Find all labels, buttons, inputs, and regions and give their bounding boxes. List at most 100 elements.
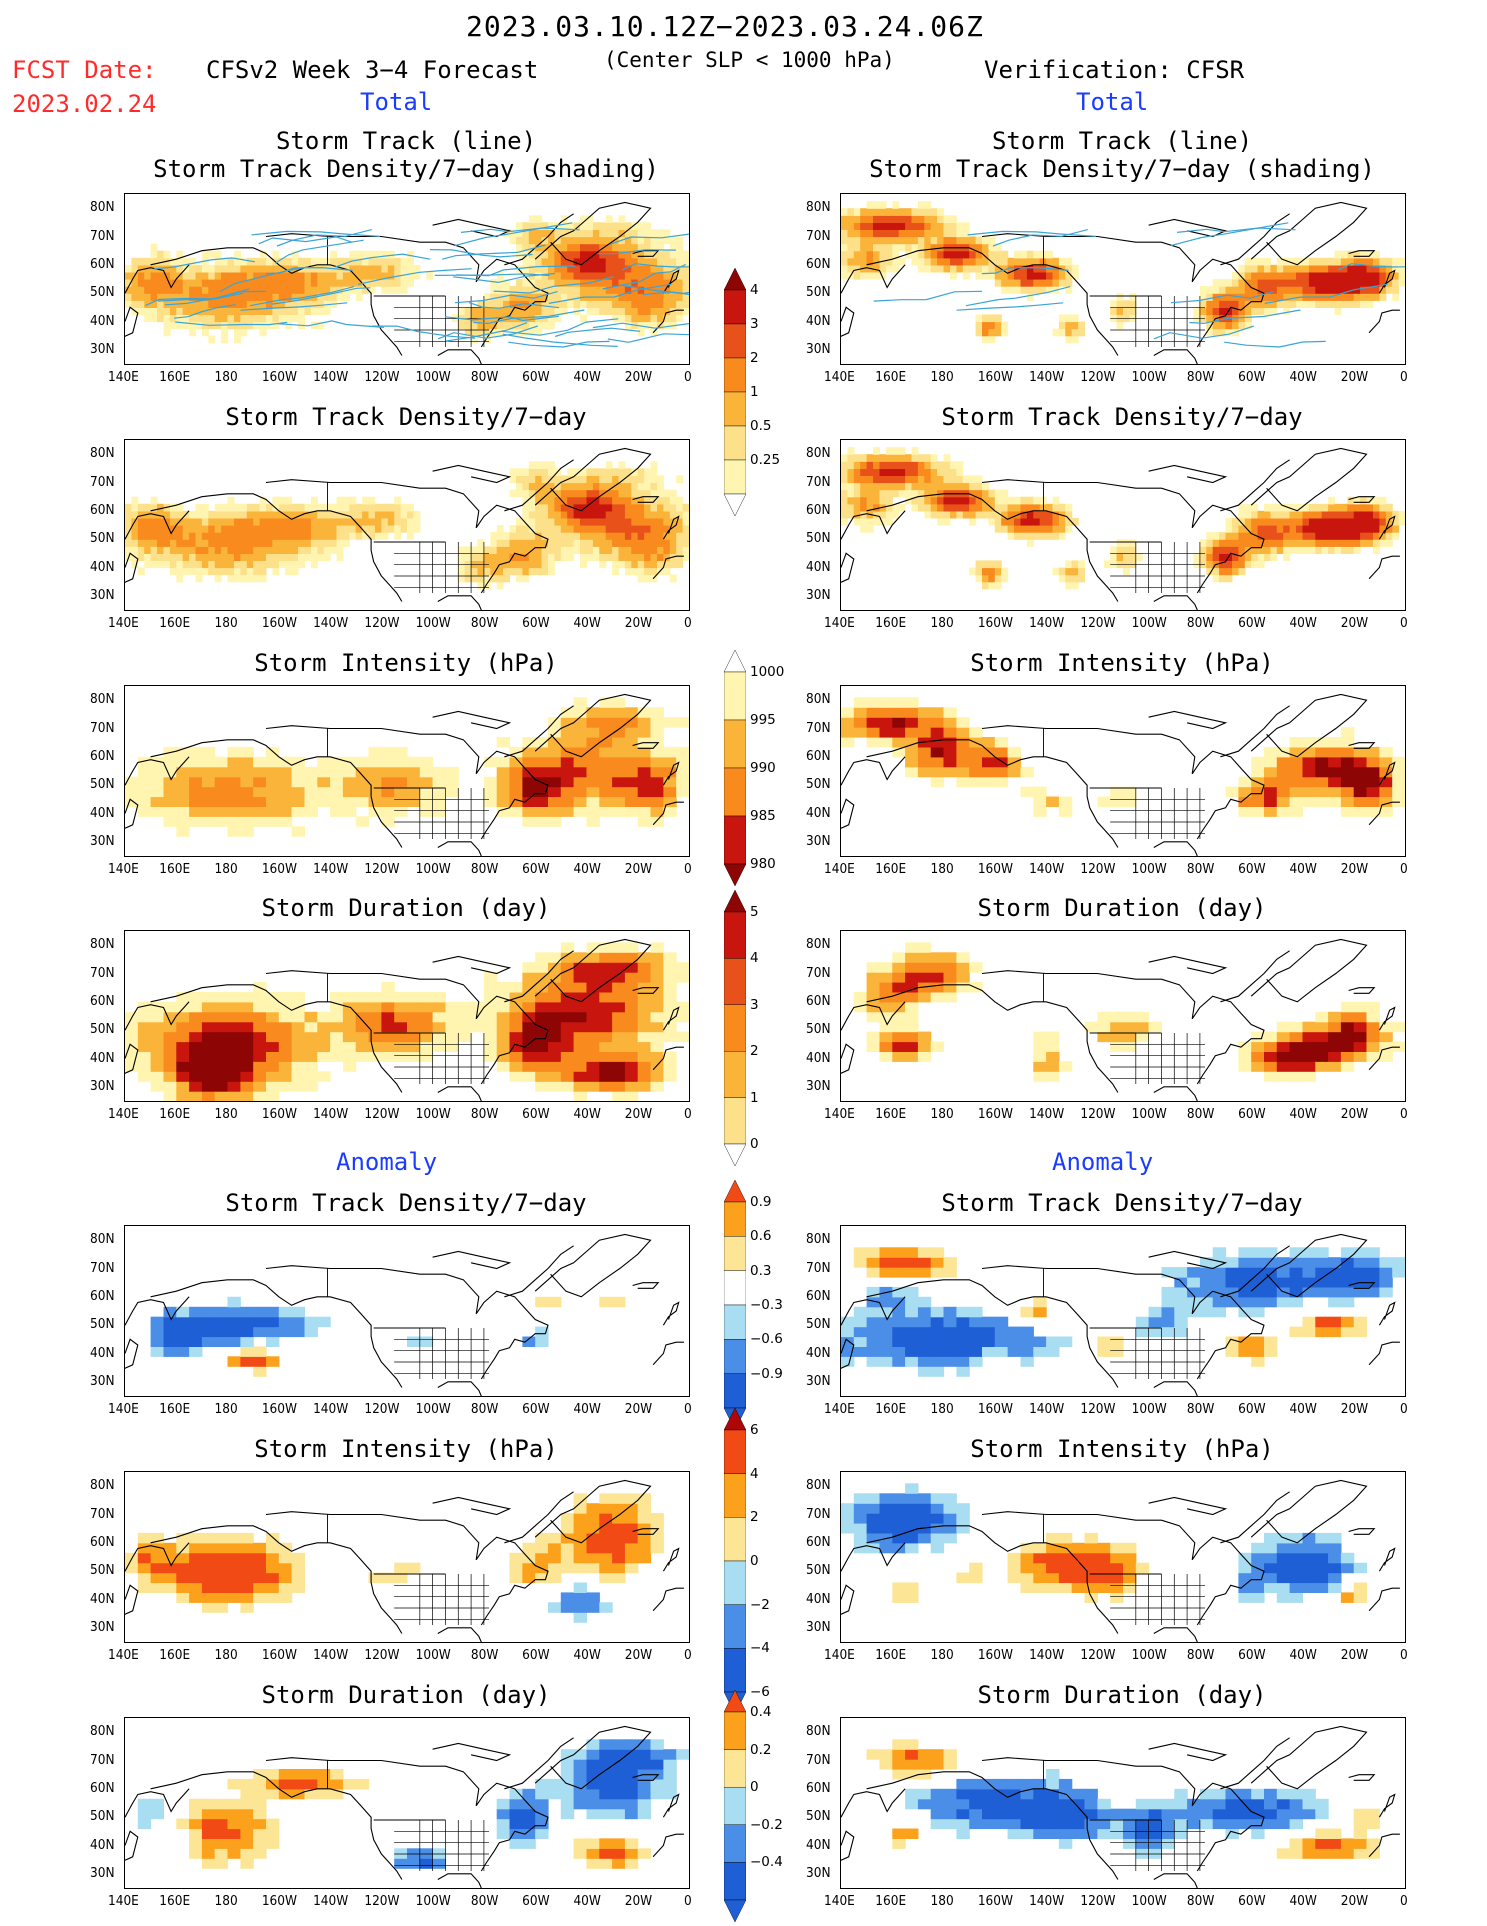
lat-tick-label: 60N [90,256,115,272]
lat-tick-label: 70N [90,1752,115,1768]
colorbar-label: 0.9 [750,1194,771,1210]
total-label-left: Total [360,88,432,116]
lon-tick-label: 80W [1187,1647,1214,1663]
map-canvas [841,1472,1405,1642]
lat-tick-label: 50N [806,1316,831,1332]
colorbar-label: −0.4 [750,1854,783,1870]
lon-tick-label: 120W [1080,1401,1115,1417]
lon-tick-label: 180 [215,1647,238,1663]
panel-title: Storm Track Density/7−day (shading) [124,155,688,183]
lat-tick-label: 30N [90,1373,115,1389]
lon-tick-label: 160E [159,1106,190,1122]
colorbar-label: −0.9 [750,1366,783,1382]
lon-tick-label: 20W [625,1401,652,1417]
lon-tick-label: 160E [875,615,906,631]
lon-tick-label: 120W [1080,615,1115,631]
map-verification-anomI-5 [840,1471,1406,1643]
lon-tick-label: 160E [875,861,906,877]
lon-tick-label: 20W [1341,615,1368,631]
lat-tick-label: 80N [806,691,831,707]
panel-title: Storm Intensity (hPa) [124,649,688,677]
lat-tick-label: 30N [90,833,115,849]
lat-tick-label: 30N [90,587,115,603]
lon-tick-label: 20W [625,1106,652,1122]
lon-tick-label: 160E [159,1893,190,1909]
lon-tick-label: 80W [1187,369,1214,385]
lat-tick-label: 80N [806,1723,831,1739]
map-verification-density-1 [840,439,1406,611]
lon-tick-label: 0 [1400,369,1408,385]
lat-tick-label: 40N [806,1837,831,1853]
lon-tick-label: 120W [364,1893,399,1909]
lon-tick-label: 120W [1080,1106,1115,1122]
map-canvas [841,686,1405,856]
panel-title: Storm Track Density/7−day (shading) [840,155,1404,183]
lat-tick-label: 80N [90,445,115,461]
lat-tick-label: 40N [806,559,831,575]
colorbar-label: −4 [750,1640,770,1656]
lon-tick-label: 140W [1029,369,1064,385]
lon-tick-label: 20W [1341,1647,1368,1663]
lon-tick-label: 100W [1132,615,1167,631]
colorbar-label: 990 [750,760,776,776]
lon-tick-label: 20W [625,369,652,385]
lon-tick-label: 80W [1187,1401,1214,1417]
lon-tick-label: 0 [1400,1401,1408,1417]
lat-tick-label: 60N [806,1534,831,1550]
colorbar-label: 2 [750,1509,759,1525]
lat-tick-label: 40N [806,313,831,329]
lat-tick-label: 70N [90,965,115,981]
map-forecast-anomI-5 [124,1471,690,1643]
lon-tick-label: 100W [416,1401,451,1417]
lon-tick-label: 180 [215,369,238,385]
lon-tick-label: 100W [416,1893,451,1909]
lat-tick-label: 40N [90,1050,115,1066]
map-forecast-anomDu-6 [124,1717,690,1889]
map-forecast-density-1 [124,439,690,611]
lon-tick-label: 100W [416,1106,451,1122]
lon-tick-label: 160W [978,369,1013,385]
lon-tick-label: 140E [108,369,139,385]
lat-tick-label: 60N [90,748,115,764]
lon-tick-label: 40W [1289,1401,1316,1417]
lat-tick-label: 70N [90,1260,115,1276]
lon-tick-label: 160E [875,1106,906,1122]
lat-tick-label: 60N [90,1534,115,1550]
lat-tick-label: 50N [806,776,831,792]
lon-tick-label: 160E [159,369,190,385]
lat-tick-label: 80N [90,1477,115,1493]
map-verification-intensity-2 [840,685,1406,857]
lon-tick-label: 120W [1080,1647,1115,1663]
lon-tick-label: 60W [522,861,549,877]
map-verification-duration-3 [840,930,1406,1102]
colorbar-label: −0.2 [750,1817,783,1833]
lat-tick-label: 60N [806,748,831,764]
lon-tick-label: 140E [108,1106,139,1122]
panel-title: Storm Duration (day) [124,894,688,922]
map-verification-anomDu-6 [840,1717,1406,1889]
lon-tick-label: 140W [313,615,348,631]
lon-tick-label: 120W [364,861,399,877]
lon-tick-label: 0 [1400,1106,1408,1122]
lat-tick-label: 40N [90,313,115,329]
panel-title: Storm Track (line) [840,127,1404,155]
lon-tick-label: 100W [416,861,451,877]
lon-tick-label: 40W [1289,861,1316,877]
lon-tick-label: 180 [931,1647,954,1663]
lon-tick-label: 160W [978,1401,1013,1417]
lon-tick-label: 20W [625,615,652,631]
lon-tick-label: 140W [313,1893,348,1909]
lat-tick-label: 60N [806,993,831,1009]
lon-tick-label: 60W [1238,1401,1265,1417]
lat-tick-label: 60N [90,1780,115,1796]
lon-tick-label: 0 [684,615,692,631]
lat-tick-label: 80N [90,199,115,215]
lon-tick-label: 140W [313,1106,348,1122]
map-canvas [125,1472,689,1642]
panel-title: Storm Intensity (hPa) [840,649,1404,677]
lon-tick-label: 20W [1341,1106,1368,1122]
model-title: CFSv2 Week 3−4 Forecast [206,56,538,84]
lat-tick-label: 60N [90,502,115,518]
lat-tick-label: 30N [90,1619,115,1635]
colorbar-label: 6 [750,1422,759,1438]
